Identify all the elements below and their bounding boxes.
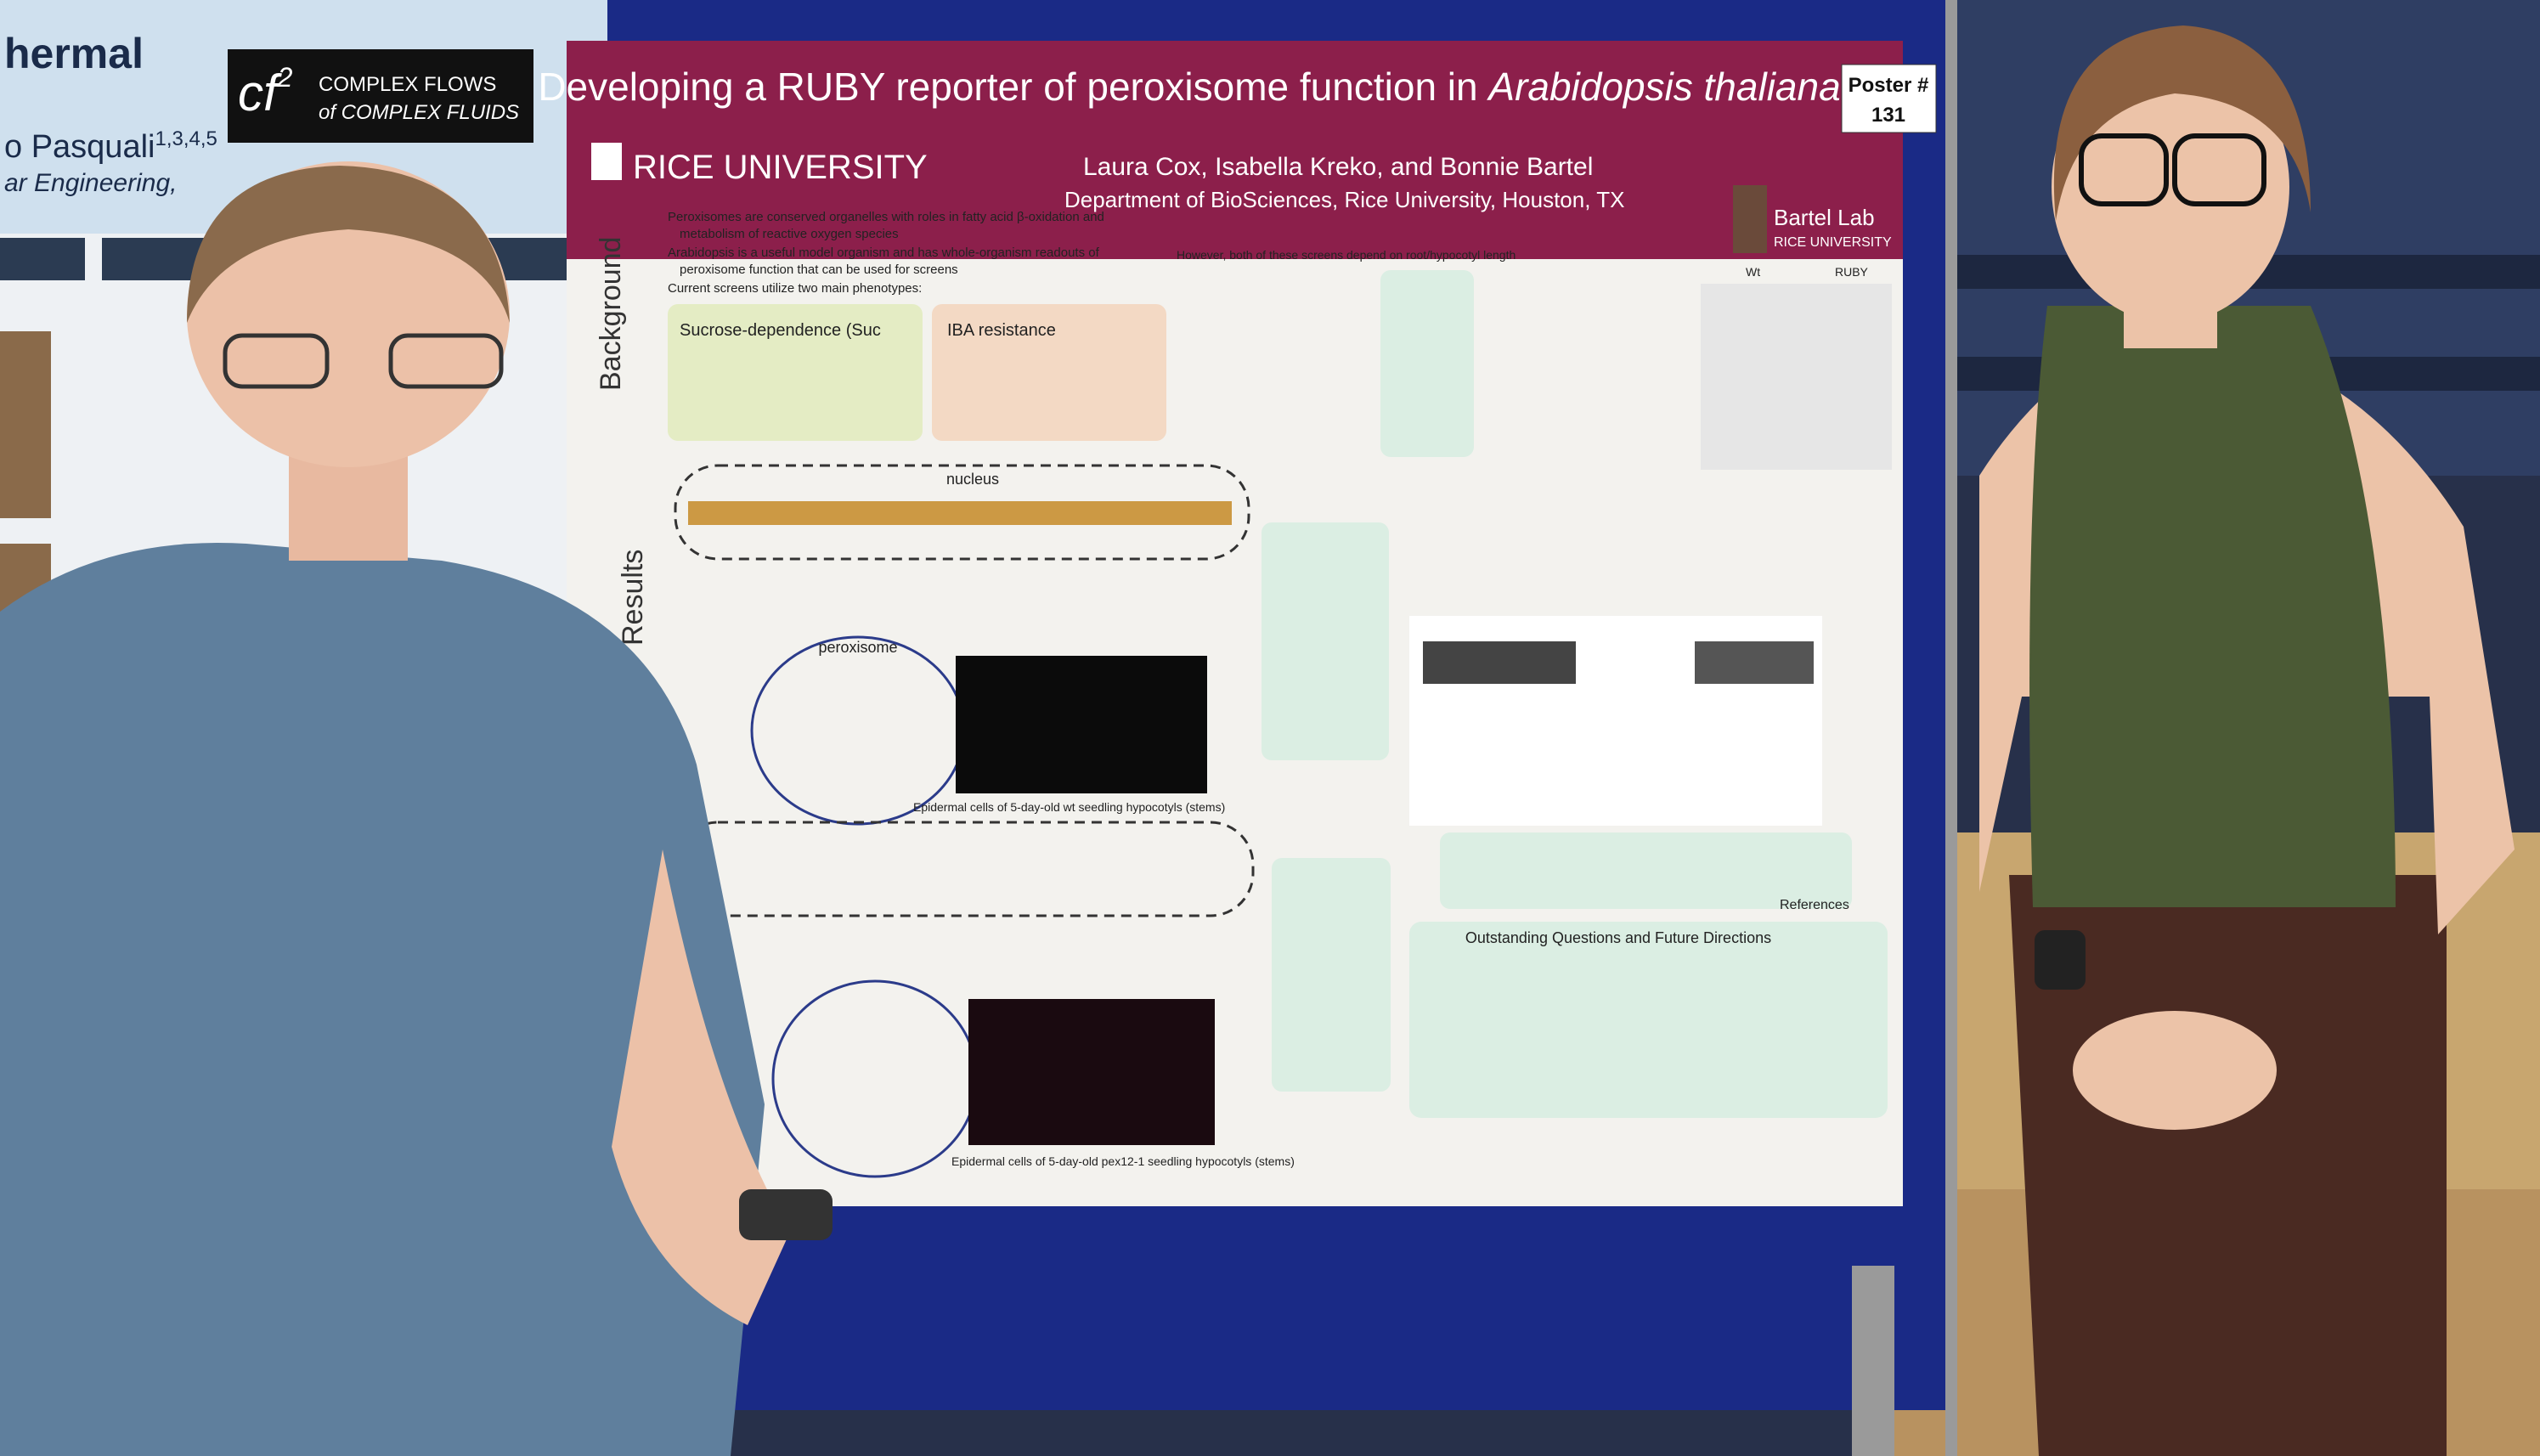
left-figure [0, 331, 51, 518]
bullet: peroxisome function that can be used for… [680, 262, 958, 277]
text-box [1262, 522, 1389, 760]
iba-box [932, 304, 1166, 441]
institution: RICE UNIVERSITY [633, 149, 928, 186]
watch [2035, 930, 2086, 990]
person-hair [187, 166, 510, 323]
person-hair [2053, 25, 2311, 221]
glasses [223, 333, 330, 389]
glasses [2172, 133, 2266, 206]
person-shirt [0, 543, 765, 1456]
left-poster-department: ar Engineering, [4, 169, 177, 197]
plant-label: RUBY [1835, 265, 1869, 279]
person-face [2052, 51, 2289, 323]
person-hands [2073, 1011, 2277, 1130]
text-box [1272, 858, 1391, 1092]
iba-heading: IBA resistance [947, 321, 1056, 340]
references-heading: References [1780, 898, 1849, 912]
poster-number-label: Poster # [1849, 74, 1929, 97]
glasses [2079, 133, 2169, 206]
bullet: Current screens utilize two main phenoty… [668, 281, 922, 296]
micrograph [968, 999, 1215, 1145]
nucleus-label: nucleus [946, 471, 999, 488]
micrograph [956, 656, 1207, 793]
future-heading: Outstanding Questions and Future Directi… [1465, 929, 1771, 946]
side-note: However, both of these screens depend on… [1177, 248, 1516, 262]
section-label: Background [595, 237, 627, 391]
author-affiliations: 1,3,4,5 [155, 127, 217, 150]
plant-photos [1701, 284, 1892, 470]
board-frame [1945, 0, 1957, 1456]
authors: Laura Cox, Isabella Kreko, and Bonnie Ba… [1083, 153, 1593, 181]
blot-band [1695, 641, 1814, 684]
logo-cf: cf [238, 65, 282, 121]
plant-label: Wt [1746, 265, 1760, 279]
bullet: metabolism of reactive oxygen species [680, 227, 899, 241]
poster-header [567, 41, 1903, 259]
poster-number-box [1841, 64, 1937, 133]
logo-line: of COMPLEX FLUIDS [319, 101, 519, 124]
lab-photo [1733, 185, 1767, 253]
sucrose-box [668, 304, 923, 441]
glasses [388, 333, 504, 389]
micrograph-caption: Epidermal cells of 5-day-old wt seedling… [913, 800, 1225, 814]
left-poster-author: o Pasquali1,3,4,5 [4, 127, 217, 165]
watch [739, 1189, 833, 1240]
rice-shield [591, 143, 622, 180]
left-section-bar [0, 238, 85, 280]
bullet: Peroxisomes are conserved organelles wit… [668, 210, 1104, 224]
logo-line: COMPLEX FLOWS [319, 73, 496, 96]
micrograph-caption: Epidermal cells of 5-day-old pex12-1 see… [951, 1154, 1295, 1168]
peroxisome-label: peroxisome [818, 639, 897, 656]
logo-box [228, 49, 533, 143]
text-box [1380, 270, 1474, 457]
title-italic: Arabidopsis thaliana [1486, 65, 1840, 109]
future-box [1409, 922, 1888, 1118]
blot-band [1423, 641, 1576, 684]
author-name: o Pasquali [4, 129, 155, 165]
section-label: Results [617, 550, 649, 646]
text-box [1440, 832, 1852, 909]
sucrose-heading: Sucrose-dependence (Suc [680, 321, 881, 340]
lab-institution: RICE UNIVERSITY [1774, 235, 1892, 250]
left-poster-title: hermal [4, 30, 144, 77]
logo-exponent: 2 [277, 62, 293, 93]
person-top [2029, 306, 2396, 907]
construct-diagram [688, 501, 1232, 525]
person-pants [2009, 875, 2447, 1456]
poster-title: Developing a RUBY reporter of peroxisome… [538, 65, 1840, 109]
department: Department of BioSciences, Rice Universi… [1064, 187, 1624, 212]
poster-number: 131 [1871, 104, 1905, 127]
title-main: Developing a RUBY reporter of peroxisome… [538, 65, 1488, 109]
nucleus-outline [674, 464, 1250, 561]
logo-mark: cf2 [238, 62, 293, 121]
board-leg [1852, 1266, 1894, 1456]
lab-name: Bartel Lab [1774, 205, 1875, 230]
bullet: Arabidopsis is a useful model organism a… [668, 245, 1100, 260]
